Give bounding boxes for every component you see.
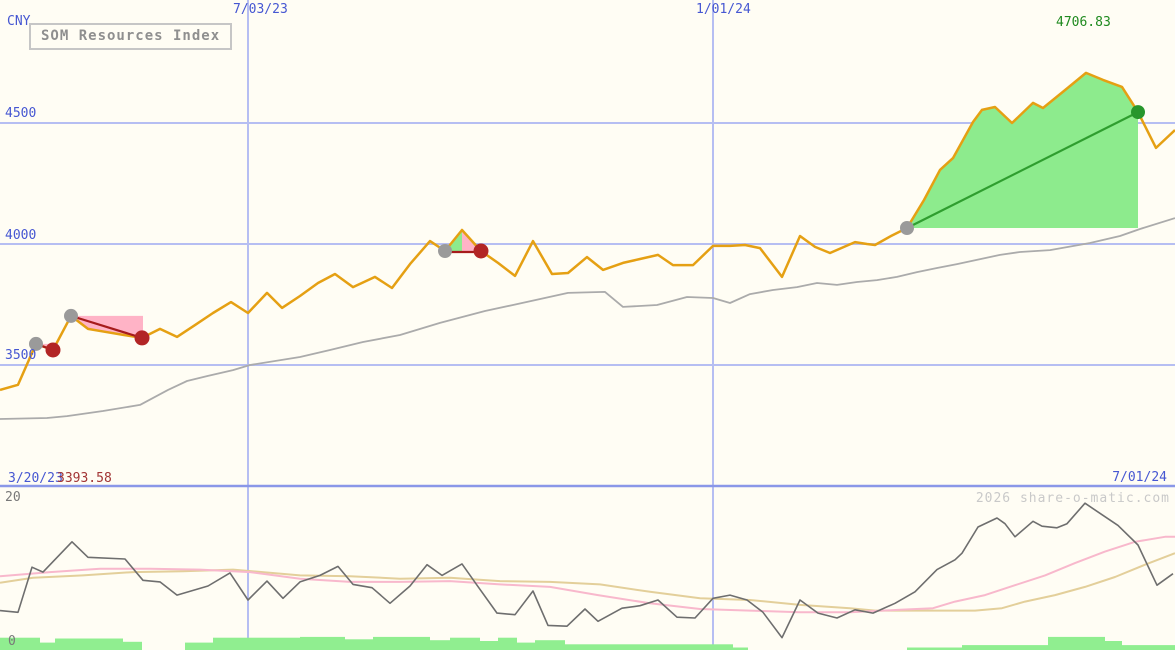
volume-bar [733,647,748,650]
chart-title-box: SOM Resources Index [29,23,233,50]
max-value-label: 4706.83 [1056,15,1111,30]
y-tick-4000: 4000 [5,228,36,243]
main-series-moving-average [0,217,1175,420]
lower-series-oscillator-fast-avg-pink- [0,535,1175,614]
trend-start-dot[interactable] [900,221,914,235]
start-value-label: 3393.58 [57,471,112,486]
x-grid-date-1: 7/03/23 [233,2,288,17]
y-tick-3500: 3500 [5,348,36,363]
volume-bar [565,644,603,650]
lower-panel-min-label: 0 [8,634,16,649]
volume-bar [1105,641,1122,650]
volume-bar [535,640,565,650]
volume-bar [213,637,300,650]
volume-bar [603,644,733,650]
volume-bar [55,638,123,650]
trend-end-dot[interactable] [473,243,489,259]
chart-title: SOM Resources Index [41,28,221,44]
lower-series-oscillator-volatility- [0,502,1174,639]
lower-panel-max-label: 20 [5,490,21,505]
volume-bar [907,647,962,650]
lower-series-oscillator-slow-avg-tan- [0,552,1175,612]
volume-bar [430,640,450,650]
trend-end-dot[interactable] [45,342,61,358]
main-series-som-resources-index [0,71,1175,392]
watermark: 2026 share-o-matic.com [976,491,1170,506]
volume-bar [517,642,535,650]
y-tick-4500: 4500 [5,106,36,121]
volume-bar [1048,636,1105,650]
volume-bar [480,641,498,650]
volume-bar [345,639,373,650]
x-grid-date-2: 1/01/24 [696,2,751,17]
volume-bar [300,636,345,650]
currency-label: CNY [7,14,31,29]
volume-bar [1122,645,1175,650]
trend-end-dot[interactable] [134,330,150,346]
volume-bar [0,637,40,650]
trend-start-dot[interactable] [438,244,452,258]
volume-bar [123,641,142,650]
down-trend-2-line [70,314,143,339]
latest-price-dot[interactable] [1131,105,1145,120]
volume-bar [450,637,480,650]
volume-bar [40,642,55,650]
end-date-label: 7/01/24 [1112,470,1167,485]
trend-start-dot[interactable] [64,308,78,323]
volume-bar [962,645,1048,650]
trend-start-dot[interactable] [29,336,43,351]
volume-bar [185,642,213,650]
volume-bar [498,637,517,650]
uptrend-highlight-area [907,72,1138,229]
volume-bar [373,636,430,650]
up-trend-4-line [906,111,1139,230]
start-date-label: 3/20/23 [8,471,63,486]
